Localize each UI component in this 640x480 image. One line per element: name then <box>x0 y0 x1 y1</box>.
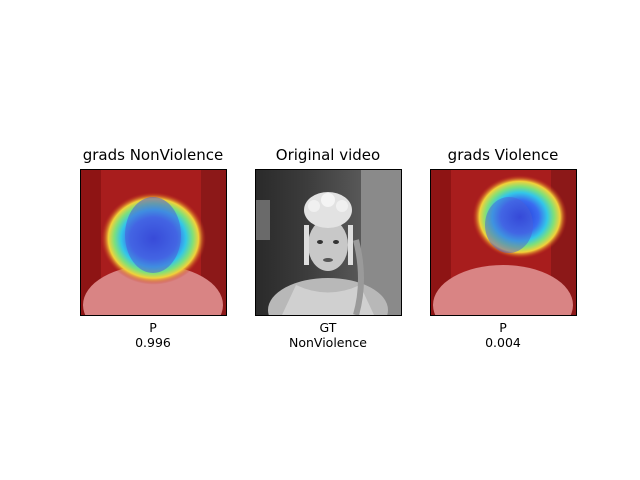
caption-label: GT <box>319 320 337 335</box>
caption-label: P <box>149 320 157 335</box>
heatmap-image <box>430 169 577 316</box>
panel-title: grads NonViolence <box>82 146 224 164</box>
caption-value: 0.996 <box>135 335 171 350</box>
prediction-caption: P 0.996 <box>50 320 256 350</box>
ground-truth-caption: GT NonViolence <box>225 320 431 350</box>
caption-value: 0.004 <box>485 335 521 350</box>
prediction-caption: P 0.004 <box>400 320 606 350</box>
heatmap-image <box>80 169 227 316</box>
caption-value: NonViolence <box>289 335 367 350</box>
panel-title: grads Violence <box>447 146 559 164</box>
panel-grads-violence: grads Violence P 0.004 <box>430 0 577 480</box>
video-frame-image <box>255 169 402 316</box>
panel-original-video: Original video <box>255 0 402 480</box>
panel-title: Original video <box>275 146 381 164</box>
caption-label: P <box>499 320 507 335</box>
panel-grads-nonviolence: grads NonViolence P 0.996 <box>80 0 227 480</box>
